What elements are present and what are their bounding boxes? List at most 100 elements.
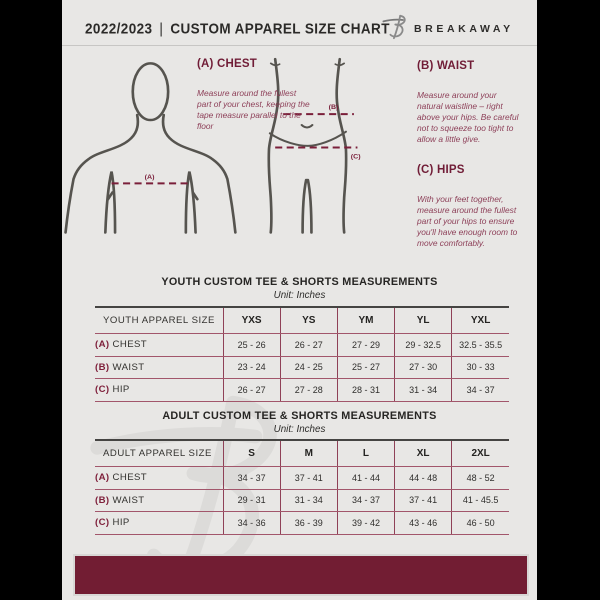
measurement-label: (B) WAIST xyxy=(95,356,223,379)
chest-instruction-heading: (A) CHEST xyxy=(197,58,257,70)
hips-instruction-body: With your feet together, measure around … xyxy=(417,194,518,248)
measurement-value: 27 - 29 xyxy=(336,333,395,357)
measurement-label: (A) CHEST xyxy=(95,466,223,490)
measurement-row: (A) CHEST 34 - 37 37 - 41 41 - 44 44 - 48 48 -… xyxy=(95,466,509,490)
measurement-value: 34 - 37 xyxy=(451,378,509,402)
measurement-value: 34 - 37 xyxy=(222,466,281,490)
measurement-label: (C) HIP xyxy=(95,378,223,402)
size-header: L xyxy=(336,439,395,467)
measurement-value: 30 - 33 xyxy=(451,356,509,379)
document-area: 2022/2023 | CUSTOM APPAREL SIZE CHART BREA… xyxy=(62,0,537,600)
measurement-value: 36 - 39 xyxy=(279,511,338,535)
size-header: YL xyxy=(394,306,452,334)
measurement-label: (B) WAIST xyxy=(95,489,223,512)
measurement-prefix: (B) xyxy=(95,494,110,506)
hips-line-label: (C) xyxy=(351,153,361,160)
breakaway-b-logo-icon xyxy=(382,14,406,40)
size-header: M xyxy=(279,439,338,467)
lower-body-figure xyxy=(267,57,348,234)
waist-instruction-heading: (B) WAIST xyxy=(417,60,475,72)
table-header-row: YOUTH APPAREL SIZE YXS YS YM YL YXL xyxy=(95,306,509,334)
measurement-value: 27 - 30 xyxy=(394,356,452,379)
measurement-prefix: (C) xyxy=(95,517,110,529)
chest-line-label: (A) xyxy=(145,174,155,181)
measurement-prefix: (A) xyxy=(95,472,110,484)
hips-instruction-heading: (C) HIPS xyxy=(417,164,465,176)
measurement-value: 44 - 48 xyxy=(394,466,452,490)
size-header: YXL xyxy=(451,306,509,334)
size-column-header: ADULT APPAREL SIZE xyxy=(95,439,223,467)
size-header: YS xyxy=(279,306,338,334)
measurement-name: CHEST xyxy=(112,472,148,484)
measurement-label: (C) HIP xyxy=(95,511,223,535)
size-header: YXS xyxy=(222,306,281,334)
measurement-label: (A) CHEST xyxy=(95,333,223,357)
measurement-row: (A) CHEST 25 - 26 26 - 27 27 - 29 29 - 32.5 32… xyxy=(95,333,509,357)
title-text: CUSTOM APPAREL SIZE CHART xyxy=(170,20,390,37)
adult-size-table: ADULT APPAREL SIZE S M L XL 2XL (A) CHEST 34 - 3… xyxy=(95,439,509,535)
adult-table-title: ADULT CUSTOM TEE & SHORTS MEASUREMENTS xyxy=(162,410,437,422)
page-title: 2022/2023 | CUSTOM APPAREL SIZE CHART xyxy=(85,20,390,37)
measurement-name: WAIST xyxy=(112,494,145,506)
measurement-prefix: (A) xyxy=(95,339,110,351)
size-table: ADULT APPAREL SIZE S M L XL 2XL (A) CHEST 34 - 3… xyxy=(95,439,509,535)
title-year: 2022/2023 xyxy=(85,20,153,37)
size-header: 2XL xyxy=(451,439,509,467)
size-table: YOUTH APPAREL SIZE YXS YS YM YL YXL (A) CHEST 25… xyxy=(95,306,509,402)
measurement-lines: (A) (B) (C) xyxy=(111,104,361,185)
measurement-value: 34 - 36 xyxy=(222,511,281,535)
measurement-prefix: (C) xyxy=(95,384,110,396)
size-header: S xyxy=(222,439,281,467)
header-divider xyxy=(62,45,537,46)
measurement-value: 27 - 28 xyxy=(279,378,338,402)
body-measurement-diagram: (A) (B) (C) xyxy=(64,57,361,234)
title-separator: | xyxy=(159,20,164,37)
measurement-row: (C) HIP 34 - 36 36 - 39 39 - 42 43 - 46 46 - 5… xyxy=(95,511,509,535)
measurement-name: WAIST xyxy=(112,361,145,373)
youth-size-table: YOUTH APPAREL SIZE YXS YS YM YL YXL (A) CHEST 25… xyxy=(95,306,509,402)
measurement-value: 25 - 27 xyxy=(336,356,395,379)
measurement-value: 23 - 24 xyxy=(222,356,281,379)
measurement-row: (B) WAIST 23 - 24 24 - 25 25 - 27 27 - 30 30 -… xyxy=(95,356,509,379)
table-header-row: ADULT APPAREL SIZE S M L XL 2XL xyxy=(95,439,509,467)
measurement-value: 29 - 32.5 xyxy=(394,333,452,357)
waist-instruction-body: Measure around your natural waistline – … xyxy=(417,90,519,144)
measurement-row: (B) WAIST 29 - 31 31 - 34 34 - 37 37 - 41 41 -… xyxy=(95,489,509,512)
size-header: XL xyxy=(394,439,452,467)
adult-table-unit: Unit: Inches xyxy=(273,424,326,435)
measurement-value: 41 - 45.5 xyxy=(451,489,509,512)
measurement-value: 39 - 42 xyxy=(336,511,395,535)
waist-line-label: (B) xyxy=(329,104,339,111)
measurement-value: 31 - 34 xyxy=(394,378,452,402)
waist-instruction: (B) WAIST Measure around your natural wa… xyxy=(417,60,521,145)
measurement-row: (C) HIP 26 - 27 27 - 28 28 - 31 31 - 34 34 - 3… xyxy=(95,378,509,402)
measurement-value: 26 - 27 xyxy=(279,333,338,357)
hips-instruction: (C) HIPS With your feet together, measur… xyxy=(417,164,527,249)
measurement-value: 43 - 46 xyxy=(394,511,452,535)
chest-instruction-body: Measure around the fullest part of your … xyxy=(197,88,310,131)
size-header: YM xyxy=(336,306,395,334)
measurement-value: 31 - 34 xyxy=(279,489,338,512)
measurement-value: 25 - 26 xyxy=(222,333,281,357)
chest-instruction: (A) CHEST Measure around the fullest par… xyxy=(197,58,311,132)
measurement-name: HIP xyxy=(112,384,130,396)
measurement-prefix: (B) xyxy=(95,361,110,373)
size-column-header: YOUTH APPAREL SIZE xyxy=(95,306,223,334)
measurement-value: 26 - 27 xyxy=(222,378,281,402)
measurement-name: CHEST xyxy=(112,339,148,351)
measurement-value: 41 - 44 xyxy=(336,466,395,490)
measurement-value: 48 - 52 xyxy=(451,466,509,490)
measurement-name: HIP xyxy=(112,517,130,529)
measurement-value: 46 - 50 xyxy=(451,511,509,535)
torso-figure xyxy=(64,62,237,234)
measurement-value: 29 - 31 xyxy=(222,489,281,512)
measurement-value: 32.5 - 35.5 xyxy=(451,333,509,357)
youth-table-title: YOUTH CUSTOM TEE & SHORTS MEASUREMENTS xyxy=(161,276,438,288)
measurement-value: 24 - 25 xyxy=(279,356,338,379)
measurement-value: 34 - 37 xyxy=(336,489,395,512)
youth-table-unit: Unit: Inches xyxy=(273,290,326,301)
measurement-value: 28 - 31 xyxy=(336,378,395,402)
brand-name: BREAKAWAY xyxy=(414,23,514,35)
measurement-value: 37 - 41 xyxy=(394,489,452,512)
